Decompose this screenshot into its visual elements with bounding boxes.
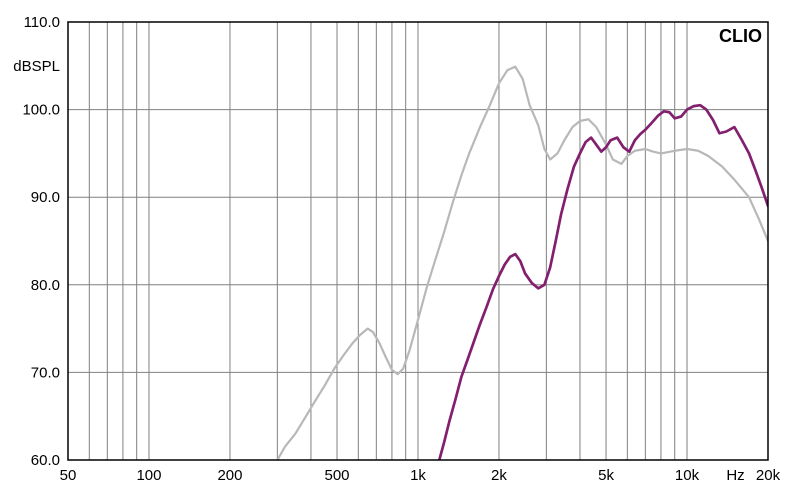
svg-text:dBSPL: dBSPL bbox=[13, 58, 60, 75]
svg-text:20k: 20k bbox=[756, 467, 781, 484]
svg-text:70.0: 70.0 bbox=[31, 364, 60, 381]
svg-text:Hz: Hz bbox=[726, 467, 744, 484]
svg-text:100.0: 100.0 bbox=[22, 102, 60, 119]
svg-text:500: 500 bbox=[325, 467, 350, 484]
svg-text:90.0: 90.0 bbox=[31, 189, 60, 206]
chart-svg: 50 100 200 500 1k 2k 5k 10k Hz 20k 60.0 70.0 80.0 90.… bbox=[0, 0, 800, 504]
svg-text:2k: 2k bbox=[491, 467, 507, 484]
svg-text:100: 100 bbox=[136, 467, 161, 484]
svg-text:10k: 10k bbox=[675, 467, 700, 484]
frequency-response-chart: 50 100 200 500 1k 2k 5k 10k Hz 20k 60.0 70.0 80.0 90.… bbox=[0, 0, 800, 504]
svg-text:200: 200 bbox=[217, 467, 242, 484]
svg-text:60.0: 60.0 bbox=[31, 452, 60, 469]
svg-text:50: 50 bbox=[60, 467, 77, 484]
svg-text:80.0: 80.0 bbox=[31, 277, 60, 294]
svg-text:1k: 1k bbox=[410, 467, 426, 484]
svg-text:CLIO: CLIO bbox=[719, 26, 762, 46]
svg-text:110.0: 110.0 bbox=[24, 14, 60, 31]
svg-text:5k: 5k bbox=[598, 467, 614, 484]
